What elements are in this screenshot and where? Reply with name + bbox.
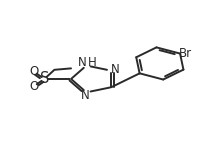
Text: H: H (88, 56, 97, 69)
Text: N: N (78, 56, 86, 69)
Text: O: O (29, 65, 38, 78)
Text: N: N (81, 89, 90, 102)
Text: S: S (40, 71, 49, 86)
Text: N: N (111, 63, 120, 76)
Text: Br: Br (178, 47, 192, 60)
Text: O: O (29, 80, 38, 93)
